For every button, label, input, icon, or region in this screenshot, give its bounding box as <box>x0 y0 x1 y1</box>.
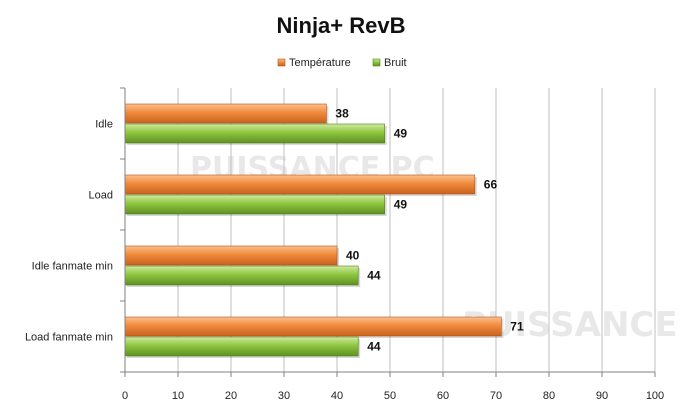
x-tick-label: 90 <box>596 390 608 402</box>
bars: 38 49 Idle 66 49 Load 40 44 Idle fanmate min 71 44… <box>25 103 524 358</box>
bar-temperature <box>124 103 327 124</box>
chart-title: Ninja+ RevB <box>277 13 406 38</box>
data-label: 40 <box>346 249 360 263</box>
x-tick-label: 50 <box>384 390 396 402</box>
legend-label: Bruit <box>384 57 407 69</box>
bar-bruit <box>124 336 359 357</box>
bar-bruit <box>124 194 386 215</box>
data-label: 49 <box>394 127 408 141</box>
data-label: 66 <box>484 178 498 192</box>
x-tick-label: 70 <box>490 390 502 402</box>
x-tick-label: 100 <box>646 390 664 402</box>
x-tick-label: 80 <box>543 390 555 402</box>
category-label: Load fanmate min <box>25 332 113 344</box>
category-label: Idle fanmate min <box>32 261 113 273</box>
category-label: Load <box>89 190 113 202</box>
x-tick-label: 20 <box>225 390 237 402</box>
legend-swatch <box>372 58 381 67</box>
legend-label: Température <box>289 57 351 69</box>
data-label: 71 <box>510 320 524 334</box>
bar-bruit <box>124 123 386 144</box>
x-tick-label: 30 <box>278 390 290 402</box>
legend: Température Bruit <box>277 57 407 69</box>
x-tick-label: 10 <box>172 390 184 402</box>
data-label: 44 <box>367 269 381 283</box>
legend-swatch <box>277 58 286 67</box>
bar-temperature <box>124 174 476 195</box>
category-label: Idle <box>95 119 113 131</box>
data-label: 38 <box>335 107 349 121</box>
bar-temperature <box>124 316 502 337</box>
x-tick-label: 60 <box>437 390 449 402</box>
x-tick-label: 40 <box>331 390 343 402</box>
bar-temperature <box>124 245 338 266</box>
data-label: 49 <box>394 198 408 212</box>
x-tick-label: 0 <box>122 390 128 402</box>
data-label: 44 <box>367 340 381 354</box>
bar-bruit <box>124 265 359 286</box>
axes: 0 10 20 30 40 50 60 70 80 90 100 <box>120 87 664 402</box>
